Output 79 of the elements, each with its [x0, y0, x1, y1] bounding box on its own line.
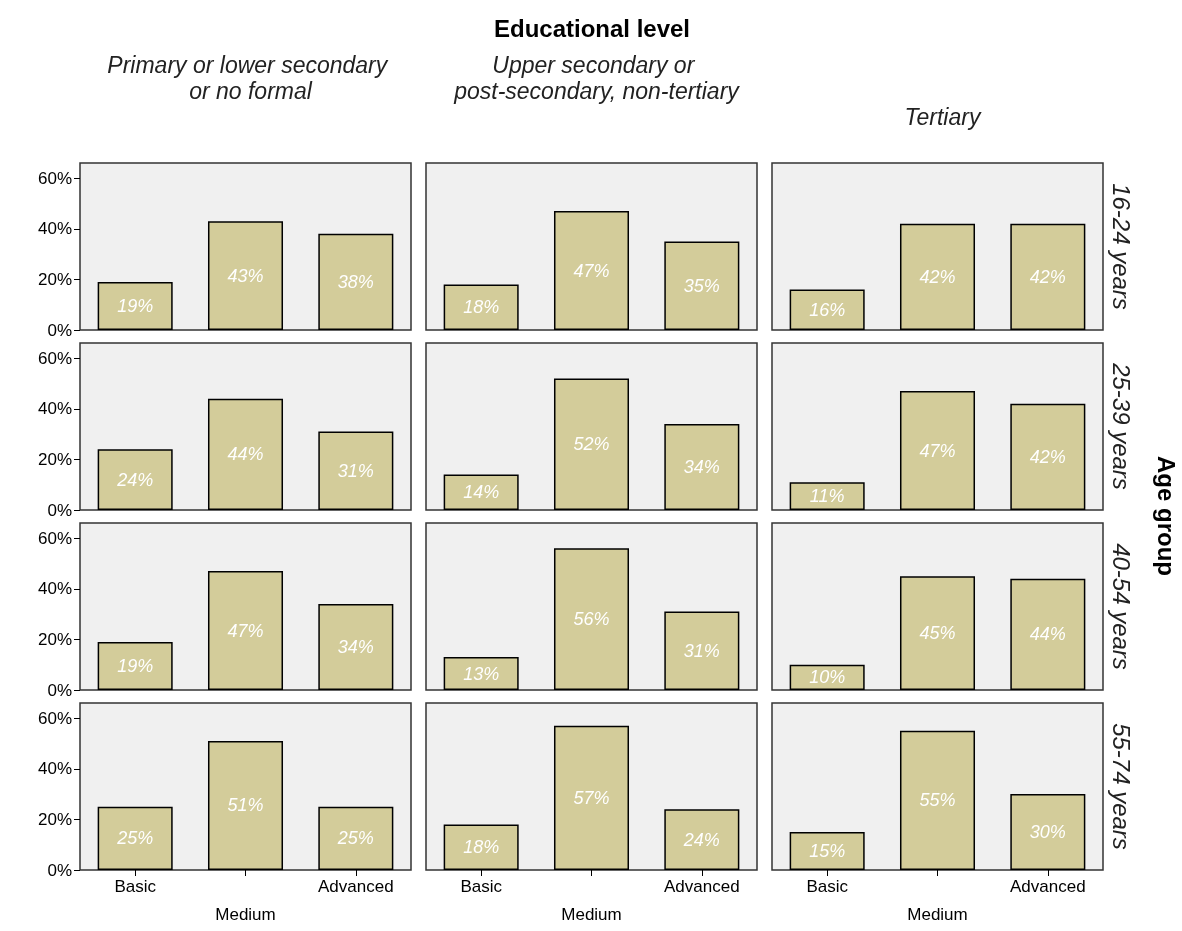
chart-title: Primary or lower secondary or no formal	[107, 52, 394, 104]
y-tick-label: 40%	[37, 399, 72, 419]
y-tick-label: 0%	[47, 320, 72, 340]
x-tick-label: Medium	[907, 905, 968, 924]
data-label: 14%	[463, 482, 500, 503]
y-tick-label: 40%	[37, 579, 72, 599]
data-label: 44%	[227, 444, 264, 465]
y-tick-label: 0%	[47, 680, 72, 700]
y2-axis-title: 16-24 years	[1107, 183, 1135, 310]
data-label: 47%	[919, 440, 956, 461]
y-tick-label: 0%	[47, 500, 72, 520]
data-label: 47%	[227, 620, 264, 641]
y-tick-label: 0%	[47, 860, 72, 880]
y-tick-label: 20%	[37, 449, 72, 469]
data-label: 44%	[1029, 624, 1066, 645]
y2-axis-title: 25-39 years	[1107, 362, 1135, 490]
data-label: 34%	[683, 456, 720, 477]
x-tick-label: Basic	[806, 877, 849, 896]
y2-axis-title: 40-54 years	[1107, 543, 1135, 670]
x-tick-label: Medium	[561, 905, 622, 924]
y-tick-label: 20%	[37, 629, 72, 649]
data-label: 10%	[809, 667, 846, 688]
data-label: 25%	[116, 828, 154, 849]
x-tick-label: Medium	[215, 905, 276, 924]
y-tick-label: 60%	[37, 348, 72, 368]
data-label: 47%	[573, 260, 610, 281]
bar	[97, 449, 173, 510]
data-label: 57%	[573, 787, 610, 808]
y-tick-label: 60%	[37, 168, 72, 188]
data-label: 55%	[919, 790, 956, 811]
bar	[318, 431, 394, 510]
data-label: 25%	[336, 828, 374, 849]
bar	[207, 398, 284, 510]
y-tick-label: 40%	[37, 219, 72, 239]
data-label: 18%	[463, 837, 500, 858]
text: Age group	[1152, 456, 1180, 576]
y-tick-label: 60%	[37, 528, 72, 548]
data-label: 30%	[1029, 822, 1066, 843]
data-label: 18%	[463, 297, 500, 318]
data-label: 43%	[227, 265, 264, 286]
data-label: 51%	[227, 795, 264, 816]
data-label: 15%	[809, 841, 846, 862]
y-tick-label: 20%	[37, 809, 72, 829]
data-label: 56%	[573, 609, 610, 630]
y-tick-label: 20%	[37, 269, 72, 289]
data-label: 19%	[117, 295, 154, 316]
data-label: 31%	[337, 460, 374, 481]
chart-title: Upper secondary or post-secondary, non-tertiary	[453, 52, 741, 104]
x-tick-label: Advanced	[1010, 877, 1086, 896]
bar	[207, 571, 284, 690]
data-label: 42%	[919, 266, 956, 287]
x-tick-label: Basic	[460, 877, 503, 896]
data-label: 38%	[337, 271, 374, 292]
y-tick-label: 60%	[37, 708, 72, 728]
bar	[207, 221, 284, 330]
x-tick-label: Advanced	[664, 877, 740, 896]
bar	[318, 233, 394, 330]
x-tick-label: Advanced	[318, 877, 394, 896]
data-label: 13%	[463, 663, 500, 684]
data-label: 24%	[116, 469, 154, 490]
text: Educational level	[493, 14, 691, 42]
data-label: 45%	[919, 623, 956, 644]
y-tick-label: 40%	[37, 759, 72, 779]
data-label: 34%	[337, 636, 374, 657]
data-label: 52%	[573, 434, 610, 455]
x-tick-label: Basic	[114, 877, 157, 896]
data-label: 31%	[683, 640, 720, 661]
data-label: 24%	[682, 829, 720, 850]
bar	[97, 641, 173, 690]
data-label: 35%	[683, 275, 720, 296]
bar	[97, 281, 173, 330]
chart-title: Tertiary	[904, 104, 982, 130]
data-label: 11%	[809, 486, 845, 507]
data-label: 16%	[809, 299, 846, 320]
y2-axis-title: 55-74 years	[1107, 723, 1135, 850]
data-label: 42%	[1029, 266, 1066, 287]
data-label: 19%	[117, 655, 154, 676]
data-label: 42%	[1029, 446, 1066, 467]
bar	[318, 603, 394, 690]
